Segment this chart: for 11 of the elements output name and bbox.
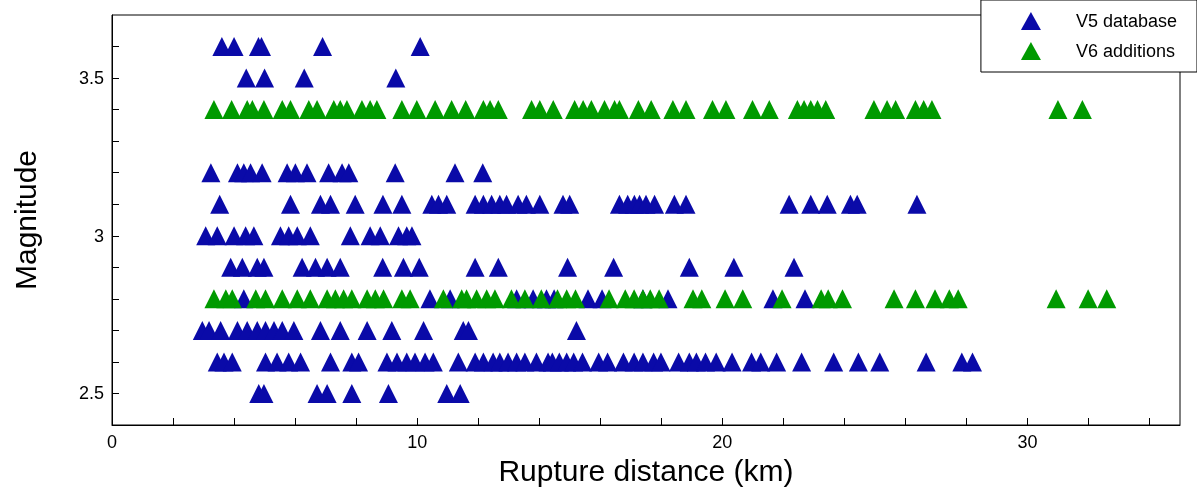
y-tick-label: 2.5 [78,383,104,404]
x-tick-label: 30 [1017,432,1038,452]
legend-label: V6 additions [1075,41,1175,61]
x-tick-label: 10 [407,432,428,452]
x-tick-label: 0 [106,432,118,452]
legend-label: V5 database [1075,11,1178,31]
y-tick-label: 3.5 [78,68,104,89]
y-tick-label: 3 [93,225,104,246]
x-axis-title: Rupture distance (km) [498,454,794,488]
x-tick-label: 20 [712,432,733,452]
y-axis-title: Magnitude [8,149,42,291]
